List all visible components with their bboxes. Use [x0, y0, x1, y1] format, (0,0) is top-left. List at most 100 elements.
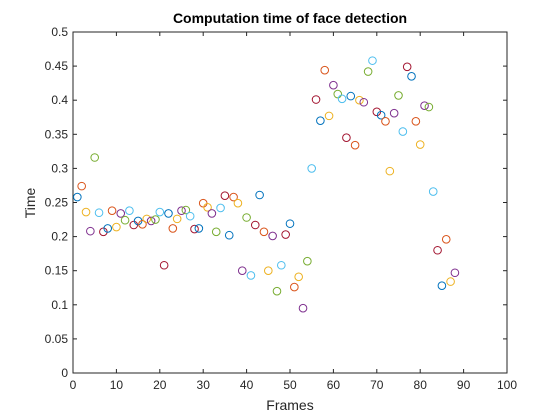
x-axis-label: Frames — [266, 397, 313, 413]
data-point — [86, 226, 95, 236]
data-point — [207, 209, 217, 218]
data-point — [181, 205, 191, 215]
data-point — [177, 206, 186, 215]
y-tick-label: 0.25 — [45, 196, 69, 210]
data-point — [290, 282, 299, 292]
data-point — [107, 206, 117, 215]
data-point — [138, 220, 147, 229]
x-tick-label: 90 — [457, 378, 471, 392]
data-point — [359, 97, 369, 107]
data-point — [294, 272, 303, 282]
x-tick-label: 40 — [240, 378, 254, 392]
data-point — [394, 91, 403, 100]
data-point — [259, 227, 269, 237]
data-point — [155, 207, 165, 217]
y-tick-label: 0.4 — [51, 93, 68, 107]
data-point — [355, 95, 364, 105]
y-axis: 0 0.05 0.1 0.15 0.2 0.25 0.3 0.35 0.4 0.45 0.5 — [45, 25, 507, 380]
data-point — [281, 230, 290, 239]
data-point — [237, 266, 247, 276]
data-point — [103, 224, 113, 233]
data-point — [346, 91, 356, 101]
data-point — [246, 271, 256, 280]
data-point — [446, 277, 455, 286]
y-tick-label: 0.1 — [51, 298, 68, 312]
data-point — [433, 245, 442, 255]
y-tick-label: 0.05 — [45, 332, 69, 346]
data-point — [142, 214, 152, 224]
data-point — [316, 116, 325, 125]
data-point — [172, 214, 182, 224]
data-point — [216, 203, 225, 213]
data-point — [168, 224, 178, 233]
data-point — [350, 140, 360, 150]
data-point — [125, 206, 134, 215]
data-point — [255, 190, 264, 200]
data-point — [389, 108, 399, 118]
y-tick-label: 0.15 — [45, 264, 69, 278]
data-point — [450, 268, 460, 278]
x-axis: 0 10 20 30 40 50 60 70 80 90 100 — [70, 32, 517, 392]
data-point — [120, 215, 130, 225]
data-points — [73, 56, 460, 313]
data-point — [441, 235, 451, 244]
data-point — [415, 140, 425, 149]
y-tick-label: 0.2 — [51, 230, 68, 244]
data-point — [159, 260, 169, 270]
data-point — [151, 215, 160, 224]
x-tick-label: 80 — [414, 378, 428, 392]
data-point — [242, 213, 251, 222]
data-point — [324, 111, 334, 121]
data-point — [337, 94, 347, 104]
y-tick-label: 0.5 — [51, 25, 68, 39]
data-point — [250, 220, 260, 230]
data-point — [298, 303, 308, 313]
x-tick-label: 100 — [497, 378, 517, 392]
y-tick-label: 0.3 — [51, 161, 68, 175]
x-tick-label: 0 — [70, 378, 77, 392]
data-point — [146, 216, 156, 226]
data-point — [77, 181, 86, 191]
data-point — [112, 222, 121, 232]
chart-title: Computation time of face detection — [173, 10, 407, 26]
y-tick-label: 0.35 — [45, 127, 69, 141]
x-tick-label: 10 — [110, 378, 124, 392]
data-point — [224, 230, 234, 240]
data-point — [229, 192, 238, 202]
data-point — [264, 266, 273, 276]
data-point — [73, 192, 82, 202]
data-point — [333, 89, 343, 99]
y-axis-label: Time — [22, 187, 38, 218]
x-tick-label: 20 — [153, 378, 167, 392]
data-point — [194, 224, 204, 233]
data-point — [381, 117, 390, 126]
data-point — [94, 208, 104, 218]
data-point — [164, 209, 173, 218]
data-point — [368, 56, 377, 65]
data-point — [220, 191, 230, 200]
x-tick-label: 60 — [327, 378, 341, 392]
data-point — [285, 219, 295, 228]
data-point — [320, 65, 330, 75]
data-point — [272, 286, 282, 296]
data-point — [376, 110, 386, 120]
data-point — [329, 80, 338, 90]
x-tick-label: 50 — [283, 378, 297, 392]
data-point — [402, 62, 412, 72]
y-tick-label: 0.45 — [45, 59, 69, 73]
data-point — [277, 260, 286, 270]
data-point — [307, 164, 317, 173]
plot-area — [72, 31, 508, 374]
y-tick-label: 0 — [61, 366, 68, 380]
data-point — [203, 202, 212, 212]
data-point — [428, 187, 438, 196]
data-point — [268, 231, 277, 241]
x-tick-label: 70 — [370, 378, 384, 392]
data-point — [437, 281, 447, 291]
data-point — [407, 72, 416, 81]
data-point — [363, 67, 373, 76]
data-point — [424, 102, 434, 112]
x-tick-label: 30 — [197, 378, 211, 392]
data-point — [385, 166, 395, 176]
